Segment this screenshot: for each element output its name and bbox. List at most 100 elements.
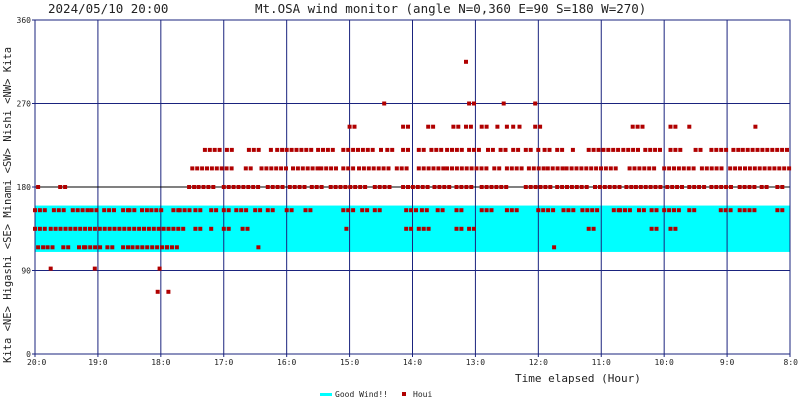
houi-point [107,226,112,231]
houi-point [404,208,409,213]
houi-point [611,147,616,152]
houi-point [621,147,626,152]
houi-point [265,185,270,189]
houi-point [280,185,285,189]
houi-point [459,208,464,213]
houi-point [441,166,446,171]
houi-point [325,147,330,152]
houi-point [686,166,691,171]
houi-point [77,245,81,250]
houi-point [308,208,313,213]
houi-point [719,185,724,189]
houi-point [341,147,346,152]
houi-point [632,166,637,171]
houi-point [665,185,670,189]
houi-point [348,185,353,189]
houi-point [643,147,648,152]
houi-point [226,226,231,231]
houi-point [548,185,553,189]
houi-point [416,226,421,231]
houi-point [245,226,250,231]
houi-point [752,166,757,171]
houi-point [78,226,83,231]
houi-point [536,147,541,152]
houi-point [495,124,500,129]
houi-point [259,166,264,171]
houi-point [50,245,55,250]
houi-point [533,124,538,129]
houi-point [603,166,608,171]
houi-point [642,166,647,171]
houi-point [357,166,361,171]
houi-point [159,208,164,213]
houi-point [459,166,464,171]
houi-point [409,208,414,213]
houi-point [177,208,182,213]
houi-point [352,124,357,129]
houi-point [560,185,565,189]
houi-point [484,208,489,213]
houi-point [630,124,635,129]
houi-point [414,208,418,213]
houi-point [295,166,300,171]
houi-point [92,226,97,231]
houi-point [190,166,195,171]
houi-point [574,166,579,171]
houi-point [246,147,251,152]
houi-point [401,185,406,189]
houi-point [504,124,509,129]
houi-point [102,226,107,231]
houi-point [241,185,246,189]
houi-point [586,147,591,152]
houi-point [270,208,275,213]
houi-point [353,185,358,189]
houi-point [752,208,757,213]
houi-point [528,147,533,152]
houi-point [201,185,206,189]
legend-good-wind-swatch [320,393,332,396]
houi-point [648,185,653,189]
houi-point [476,147,481,152]
houi-point [662,166,667,171]
houi-point [377,208,382,213]
houi-point [209,166,214,171]
houi-point [484,124,489,129]
houi-point [302,185,307,189]
houi-point [762,166,767,171]
houi-point [234,208,239,213]
houi-point [221,208,226,213]
houi-point [523,185,528,189]
houi-point [445,147,450,152]
houi-point [274,166,279,171]
houi-point [601,147,606,152]
houi-point [171,226,176,231]
houi-point [733,166,738,171]
houi-point [565,185,569,189]
houi-point [415,185,420,189]
houi-point [714,147,719,152]
houi-point [533,101,538,106]
houi-point [346,166,351,171]
houi-point [63,226,68,231]
houi-point [459,185,464,189]
houi-point [498,147,503,152]
houi-point [382,185,387,189]
houi-point [755,147,760,152]
houi-point [750,147,755,152]
houi-point [174,245,179,250]
houi-point [652,166,657,171]
houi-point [211,185,216,189]
houi-point [207,147,212,152]
houi-point [709,185,714,189]
houi-point [560,147,565,152]
houi-point [70,208,75,213]
houi-point [182,208,187,213]
houi-point [668,147,673,152]
houi-point [736,147,741,152]
houi-point [155,289,160,294]
houi-point [224,147,229,152]
houi-point [83,226,88,231]
houi-point [251,147,256,152]
houi-point [626,147,631,152]
houi-point [593,185,597,189]
